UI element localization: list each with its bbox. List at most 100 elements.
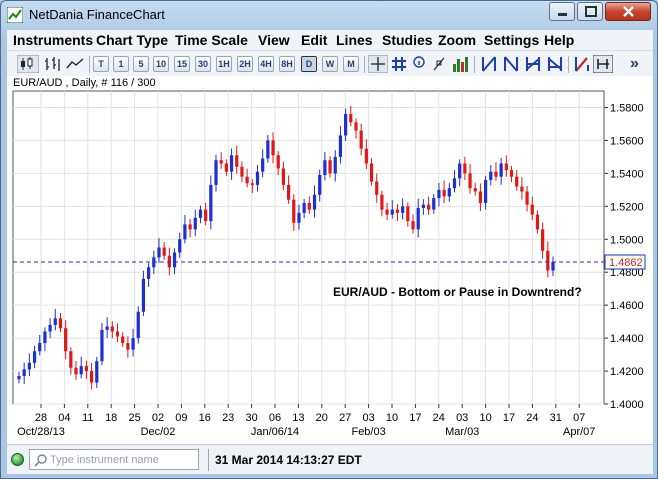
bar-chart-icon[interactable]	[43, 55, 63, 73]
candle-body[interactable]	[84, 366, 89, 372]
candle-body[interactable]	[271, 140, 275, 156]
gann-tool-icon[interactable]	[546, 55, 564, 73]
candle-body[interactable]	[240, 166, 244, 177]
timescale-2h-button[interactable]: 2H	[237, 56, 253, 72]
candle-body[interactable]	[323, 160, 327, 176]
candle-body[interactable]	[489, 171, 493, 180]
candle-body[interactable]	[219, 160, 223, 164]
candle-body[interactable]	[546, 250, 550, 271]
candle-body[interactable]	[452, 178, 457, 189]
candle-body[interactable]	[38, 343, 42, 352]
info-icon[interactable]	[412, 55, 426, 73]
trendline-tool-icon[interactable]	[480, 55, 498, 73]
channel-tool-icon[interactable]	[502, 55, 520, 73]
candle-body[interactable]	[48, 324, 52, 332]
candlestick-chart-icon[interactable]	[17, 55, 39, 73]
candle-body[interactable]	[354, 122, 358, 131]
candle-body[interactable]	[131, 338, 135, 350]
menu-chart-type[interactable]: Chart Type	[96, 32, 169, 48]
candle-body[interactable]	[110, 326, 114, 332]
candle-body[interactable]	[406, 206, 410, 222]
candle-body[interactable]	[209, 184, 213, 222]
candle-body[interactable]	[43, 331, 47, 344]
instrument-search-input[interactable]	[50, 452, 195, 467]
menu-edit[interactable]: Edit	[301, 32, 328, 48]
candle-body[interactable]	[281, 168, 286, 185]
candle-body[interactable]	[437, 189, 441, 199]
candle-body[interactable]	[380, 194, 384, 210]
candle-body[interactable]	[421, 204, 425, 208]
candle-body[interactable]	[183, 224, 187, 240]
candle-body[interactable]	[53, 318, 57, 325]
candle-body[interactable]	[105, 326, 109, 330]
candle-body[interactable]	[468, 173, 472, 189]
candle-body[interactable]	[307, 203, 311, 210]
candle-body[interactable]	[473, 188, 477, 192]
candle-body[interactable]	[463, 163, 467, 174]
candle-body[interactable]	[520, 186, 524, 192]
candle-body[interactable]	[121, 336, 125, 344]
menu-studies[interactable]: Studies	[382, 32, 433, 48]
candle-body[interactable]	[504, 163, 508, 171]
candle-body[interactable]	[375, 181, 379, 195]
timescale-15m-button[interactable]: 15	[174, 56, 190, 72]
candle-body[interactable]	[214, 160, 218, 185]
cursor-mode-icon[interactable]	[593, 55, 613, 73]
pen-tool-icon[interactable]	[573, 55, 591, 73]
instrument-search-box[interactable]	[29, 449, 199, 470]
candle-body[interactable]	[229, 155, 234, 172]
candle-body[interactable]	[411, 221, 415, 230]
close-button[interactable]	[605, 2, 651, 21]
timescale-weekly-button[interactable]: W	[322, 56, 338, 72]
candle-body[interactable]	[483, 179, 488, 204]
candle-body[interactable]	[235, 155, 239, 167]
candle-body[interactable]	[79, 366, 83, 375]
candle-body[interactable]	[390, 209, 394, 215]
menu-lines[interactable]: Lines	[336, 32, 373, 48]
candle-body[interactable]	[162, 247, 166, 256]
candle-body[interactable]	[344, 114, 348, 136]
menu-zoom[interactable]: Zoom	[438, 32, 477, 48]
timescale-30m-button[interactable]: 30	[195, 56, 211, 72]
candle-body[interactable]	[250, 183, 254, 185]
menu-view[interactable]: View	[258, 32, 290, 48]
chart-area[interactable]: EUR/AUD , Daily, # 116 / 300 1.5800 1.5600…	[7, 76, 653, 444]
candle-body[interactable]	[193, 217, 197, 230]
candle-body[interactable]	[136, 311, 140, 339]
candle-body[interactable]	[395, 209, 400, 213]
candle-body[interactable]	[312, 194, 317, 210]
timescale-monthly-button[interactable]: M	[343, 56, 359, 72]
candle-body[interactable]	[369, 163, 374, 182]
timescale-1m-button[interactable]: 1	[113, 56, 129, 72]
toolbar-overflow-button[interactable]: »	[630, 55, 639, 72]
fibonacci-tool-icon[interactable]	[524, 55, 542, 73]
candle-body[interactable]	[442, 189, 446, 197]
candle-body[interactable]	[100, 329, 104, 362]
candle-body[interactable]	[27, 362, 31, 370]
candle-body[interactable]	[494, 171, 498, 177]
candle-body[interactable]	[478, 191, 483, 204]
candle-body[interactable]	[349, 114, 353, 123]
candle-body[interactable]	[141, 278, 146, 312]
maximize-button[interactable]	[577, 2, 603, 21]
candle-body[interactable]	[266, 140, 270, 159]
candle-body[interactable]	[525, 191, 529, 205]
line-tool-icon[interactable]	[431, 55, 447, 73]
candle-body[interactable]	[328, 160, 332, 174]
timescale-8h-button[interactable]: 8H	[279, 56, 295, 72]
candle-body[interactable]	[432, 198, 436, 210]
candle-body[interactable]	[401, 206, 405, 213]
candle-body[interactable]	[541, 229, 545, 251]
timescale-1h-button[interactable]: 1H	[216, 56, 232, 72]
candle-body[interactable]	[22, 369, 26, 376]
candle-body[interactable]	[172, 252, 177, 268]
timescale-10m-button[interactable]: 10	[153, 56, 169, 72]
candle-body[interactable]	[58, 318, 63, 329]
candle-body[interactable]	[224, 163, 228, 172]
candle-body[interactable]	[95, 361, 99, 383]
candle-body[interactable]	[515, 176, 519, 187]
candle-body[interactable]	[359, 130, 363, 149]
candle-body[interactable]	[17, 375, 21, 380]
candle-body[interactable]	[292, 199, 296, 223]
candle-body[interactable]	[499, 163, 503, 177]
